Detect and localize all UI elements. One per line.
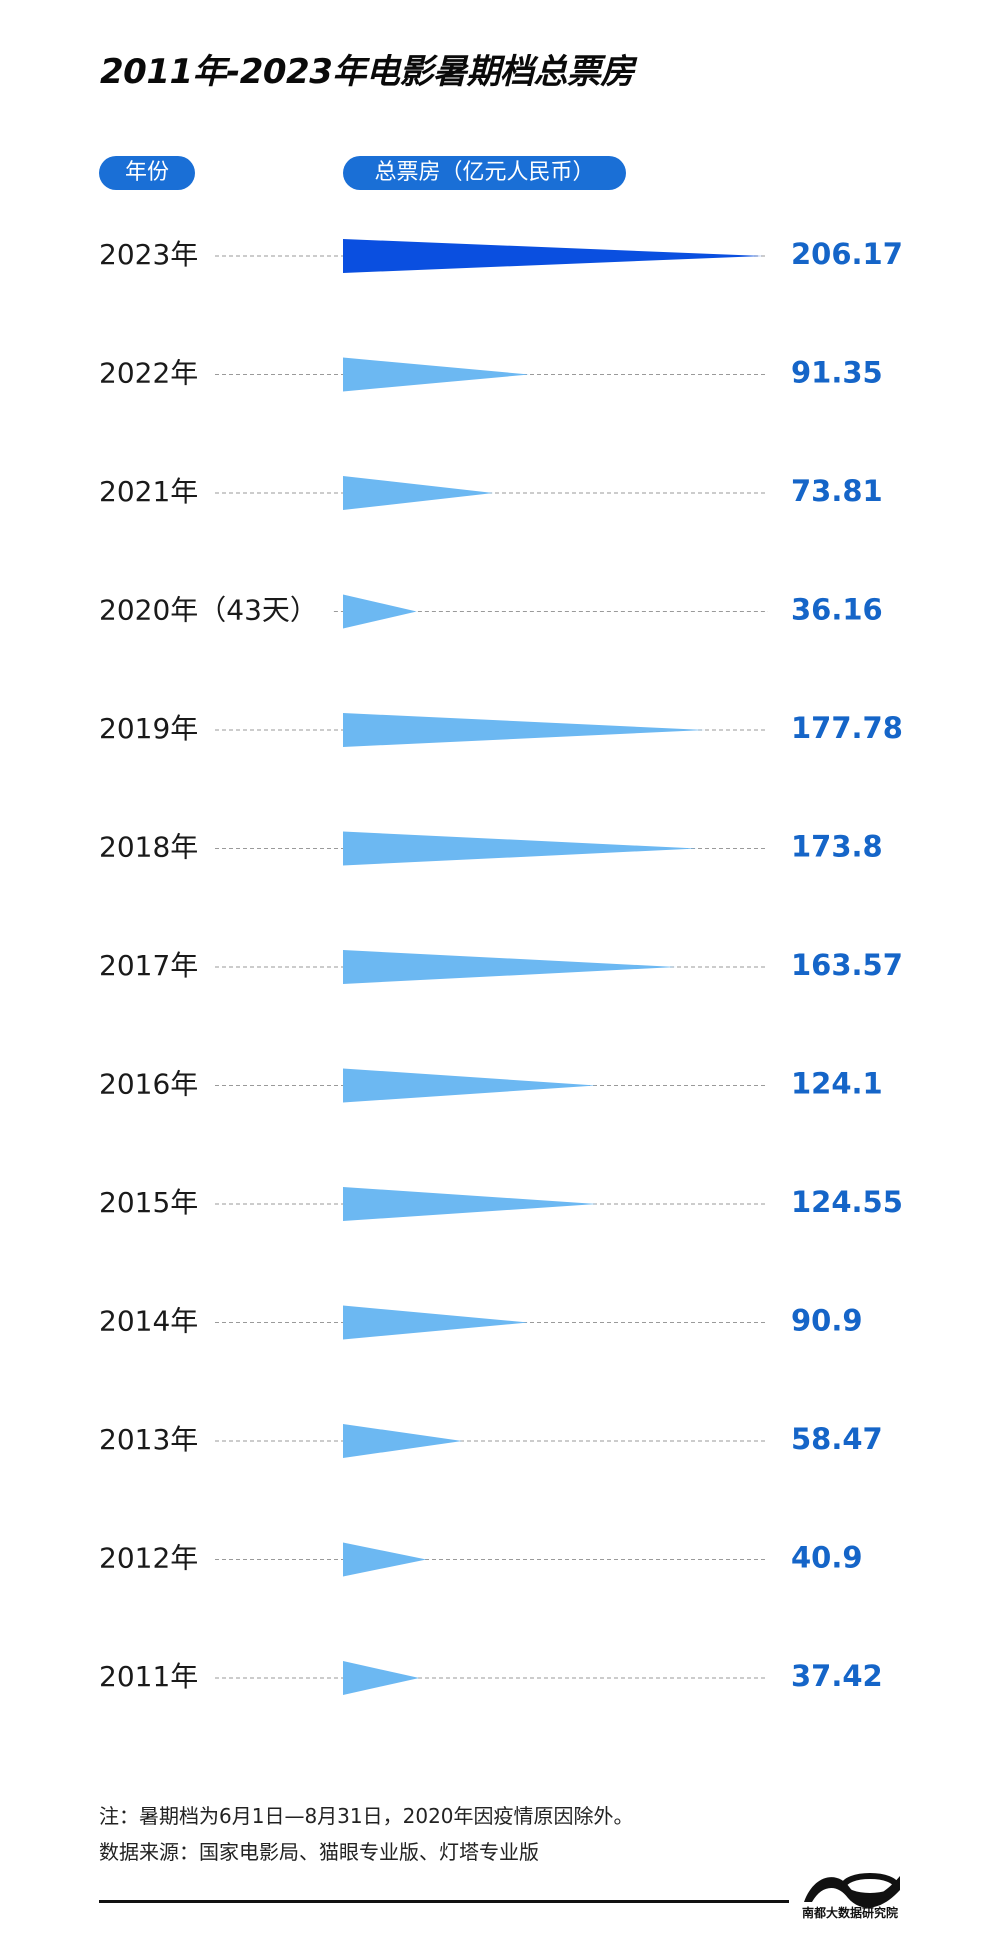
value-label: 206.17 (791, 237, 903, 271)
year-label: 2012年 (99, 1542, 198, 1575)
bar-9 (343, 1305, 529, 1340)
value-label: 36.16 (791, 593, 883, 627)
value-label: 40.9 (791, 1541, 863, 1575)
value-label: 177.78 (791, 711, 903, 745)
value-label: 73.81 (791, 474, 883, 508)
bar-7 (343, 1068, 596, 1103)
year-label: 2020年（43天） (99, 594, 318, 627)
value-label: 124.55 (791, 1185, 903, 1219)
value-label: 91.35 (791, 356, 883, 390)
page-title: 2011年-2023年电影暑期档总票房 (100, 52, 634, 92)
value-label: 173.8 (791, 830, 883, 864)
year-label: 2019年 (99, 712, 198, 745)
bar-6 (343, 950, 677, 984)
logo-text: 南都大数据研究院 (802, 1906, 899, 1920)
year-label: 2018年 (99, 831, 198, 864)
bar-10 (343, 1424, 463, 1458)
year-label: 2011年 (99, 1660, 198, 1693)
year-label: 2023年 (99, 238, 198, 271)
value-label: 58.47 (791, 1422, 883, 1456)
bar-8 (343, 1187, 597, 1221)
year-column-header: 年份 (99, 156, 195, 190)
year-label: 2022年 (99, 357, 198, 390)
value-label: 163.57 (791, 948, 903, 982)
year-label: 2015年 (99, 1186, 198, 1219)
year-label: 2021年 (99, 475, 198, 508)
year-label: 2017年 (99, 949, 198, 982)
bar-5 (343, 831, 698, 866)
bar-2 (343, 476, 494, 510)
year-label: 2016年 (99, 1068, 198, 1101)
footnote: 注：暑期档为6月1日—8月31日，2020年因疫情原因除外。 (99, 1804, 634, 1828)
year-label: 2014年 (99, 1305, 198, 1338)
bar-0 (343, 239, 763, 273)
bar-12 (343, 1661, 420, 1695)
data-source: 数据来源：国家电影局、猫眼专业版、灯塔专业版 (99, 1840, 539, 1864)
bar-4 (343, 713, 706, 747)
bottom-divider (99, 1900, 789, 1903)
value-label: 37.42 (791, 1659, 883, 1693)
bar-3 (343, 594, 417, 629)
value-label: 124.1 (791, 1067, 883, 1101)
bar-1 (343, 357, 530, 392)
value-label: 90.9 (791, 1304, 863, 1338)
logo-mark-icon (804, 1873, 900, 1908)
box-office-column-header: 总票房（亿元人民币） (343, 156, 626, 190)
bar-11 (343, 1542, 427, 1577)
year-label: 2013年 (99, 1423, 198, 1456)
